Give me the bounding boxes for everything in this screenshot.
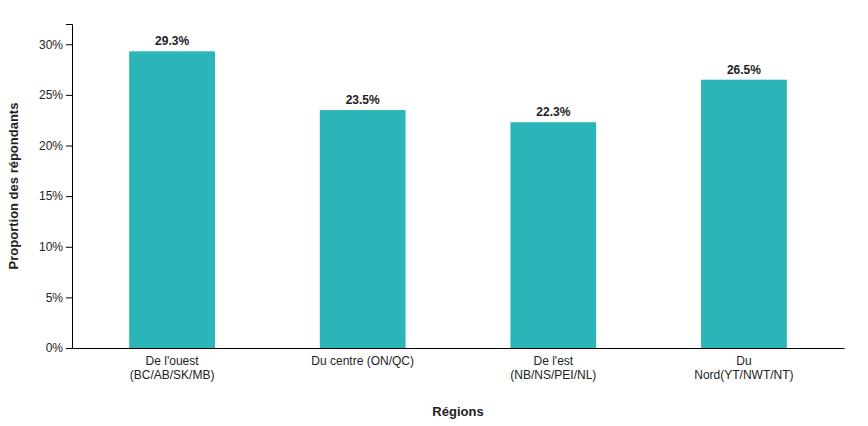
tick-label: 20% xyxy=(39,139,63,153)
tick: DuNord(YT/NWT/NT) xyxy=(694,354,793,382)
tick: 0% xyxy=(46,341,72,355)
tick: 20% xyxy=(39,139,72,153)
tick: 25% xyxy=(39,88,72,102)
tick-label: 0% xyxy=(46,341,64,355)
tick-label: 5% xyxy=(46,291,64,305)
axis-line xyxy=(66,25,73,349)
tick-label: De l'est(NB/NS/PEI/NL) xyxy=(510,354,596,382)
tick-mark xyxy=(66,196,72,197)
tick-mark xyxy=(66,146,72,147)
bar xyxy=(320,110,406,348)
tick-label: 10% xyxy=(39,240,63,254)
tick: 10% xyxy=(39,240,72,254)
bar xyxy=(701,80,787,348)
x-axis: De l'ouest(BC/AB/SK/MB) Du centre (ON/QC)… xyxy=(73,349,845,382)
tick: 15% xyxy=(39,189,72,203)
tick-mark xyxy=(66,297,72,298)
tick-label: DuNord(YT/NWT/NT) xyxy=(694,354,793,382)
axis-line xyxy=(73,348,845,349)
plot-area: 0% 5% 10% 15% 20% 25% 30% De l'ouest(BC/AB/SK/M… xyxy=(39,25,845,382)
data-label: 22.3% xyxy=(536,105,570,119)
data-labels: 29.3% 23.5% 22.3% 26.5% xyxy=(155,34,761,119)
data-label: 23.5% xyxy=(346,93,380,107)
tick: De l'ouest(BC/AB/SK/MB) xyxy=(130,354,215,382)
bar xyxy=(510,122,596,348)
tick-label: 25% xyxy=(39,88,63,102)
tick-mark xyxy=(66,44,72,45)
tick: De l'est(NB/NS/PEI/NL) xyxy=(510,354,596,382)
tick-label: 15% xyxy=(39,189,63,203)
tick-label: De l'ouest(BC/AB/SK/MB) xyxy=(130,354,215,382)
tick-mark xyxy=(66,348,72,349)
bar xyxy=(129,51,215,348)
data-label: 26.5% xyxy=(727,63,761,77)
y-axis-title: Proportion des répondants xyxy=(6,103,21,270)
tick: 30% xyxy=(39,38,72,52)
tick-label: Du centre (ON/QC) xyxy=(311,354,414,368)
tick: 5% xyxy=(46,291,72,305)
tick-label: 30% xyxy=(39,38,63,52)
tick-mark xyxy=(66,247,72,248)
data-label: 29.3% xyxy=(155,34,189,48)
bars xyxy=(129,51,787,348)
chart: 0% 5% 10% 15% 20% 25% 30% De l'ouest(BC/AB/SK/M… xyxy=(0,0,868,426)
x-axis-title: Régions xyxy=(432,404,483,419)
tick-mark xyxy=(66,95,72,96)
tick: Du centre (ON/QC) xyxy=(311,354,414,368)
y-axis: 0% 5% 10% 15% 20% 25% 30% xyxy=(39,25,73,356)
